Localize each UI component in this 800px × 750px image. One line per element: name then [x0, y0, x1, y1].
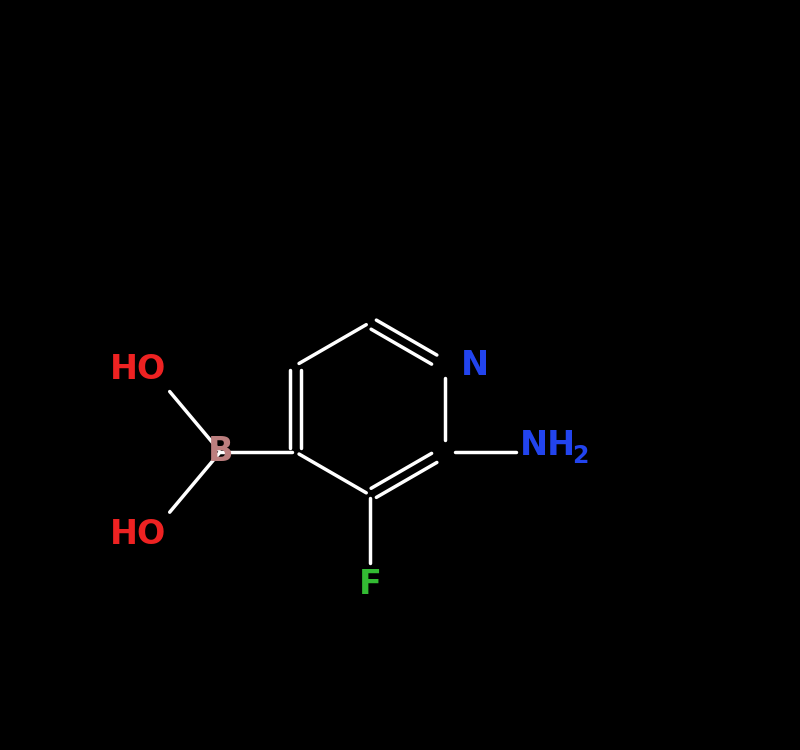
Text: F: F — [358, 568, 382, 602]
Text: N: N — [461, 350, 490, 382]
Text: HO: HO — [110, 352, 166, 386]
Text: HO: HO — [110, 518, 166, 551]
Text: 2: 2 — [572, 444, 589, 468]
Text: B: B — [207, 435, 233, 468]
Text: NH: NH — [520, 429, 576, 462]
